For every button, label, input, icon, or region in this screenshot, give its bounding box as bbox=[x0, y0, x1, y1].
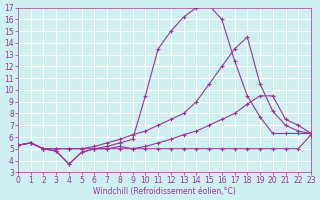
X-axis label: Windchill (Refroidissement éolien,°C): Windchill (Refroidissement éolien,°C) bbox=[93, 187, 236, 196]
